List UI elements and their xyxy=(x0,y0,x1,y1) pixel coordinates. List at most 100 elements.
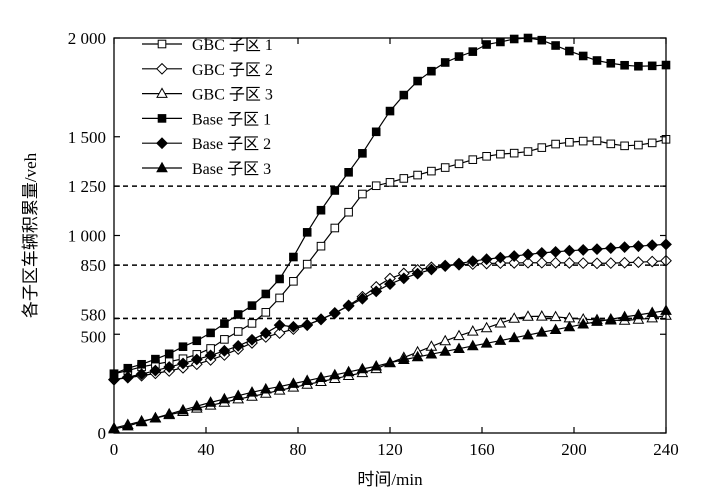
data-point xyxy=(496,149,505,159)
x-tick-label: 200 xyxy=(561,440,587,459)
data-point xyxy=(577,257,590,270)
data-point xyxy=(370,360,383,371)
data-point xyxy=(606,58,616,68)
data-point xyxy=(427,166,436,176)
data-point xyxy=(578,136,588,146)
data-point xyxy=(356,292,369,305)
data-point xyxy=(494,316,507,328)
x-tick-label: 240 xyxy=(653,440,679,459)
legend-label: GBC 子区 2 xyxy=(192,61,273,79)
data-point xyxy=(273,380,286,391)
data-point xyxy=(316,205,326,215)
data-point xyxy=(190,353,203,366)
data-point xyxy=(259,327,272,339)
data-point xyxy=(358,149,367,158)
x-tick-label: 160 xyxy=(469,440,495,459)
data-point xyxy=(330,186,340,195)
data-point xyxy=(466,325,479,336)
legend-marker xyxy=(156,137,168,150)
data-point xyxy=(453,257,465,270)
data-point xyxy=(604,313,617,324)
data-point xyxy=(577,317,590,329)
data-point xyxy=(206,328,215,338)
data-point xyxy=(149,411,162,423)
series-1 xyxy=(109,135,671,379)
data-point xyxy=(647,61,657,71)
data-point xyxy=(577,244,590,256)
series-3 xyxy=(108,309,672,433)
data-point xyxy=(344,207,353,217)
data-point xyxy=(371,127,381,137)
data-point xyxy=(384,356,396,367)
data-point xyxy=(439,260,452,273)
data-point xyxy=(218,392,231,404)
data-point xyxy=(632,308,645,320)
data-point xyxy=(413,170,422,180)
data-point xyxy=(494,334,507,345)
data-point xyxy=(632,240,645,253)
data-point xyxy=(482,40,491,49)
data-point xyxy=(121,371,134,384)
data-point xyxy=(164,349,174,359)
data-point xyxy=(275,293,284,303)
legend-item-2: GBC 子区 2 xyxy=(142,61,273,79)
data-point xyxy=(563,257,576,269)
data-point xyxy=(509,148,519,158)
data-point xyxy=(634,140,643,150)
data-point xyxy=(535,246,548,259)
data-point xyxy=(356,362,369,374)
data-point xyxy=(522,256,534,269)
legend-item-1: GBC 子区 1 xyxy=(142,36,273,54)
legend-marker xyxy=(156,87,168,98)
data-point xyxy=(604,242,617,255)
data-point xyxy=(535,326,548,337)
data-point xyxy=(549,256,562,269)
data-point xyxy=(453,329,465,341)
y-tick-label: 0 xyxy=(98,424,107,443)
data-point xyxy=(454,52,464,61)
legend-marker xyxy=(156,161,168,173)
legend-marker xyxy=(156,62,168,75)
data-point xyxy=(358,189,367,199)
data-point xyxy=(453,342,465,353)
legend-item-6: Base 子区 3 xyxy=(142,160,271,178)
data-point xyxy=(177,357,189,370)
data-point xyxy=(289,252,298,262)
data-point xyxy=(551,41,560,50)
data-point xyxy=(192,336,202,346)
data-point xyxy=(591,257,603,270)
y-tick-label: 1 500 xyxy=(68,128,106,147)
data-point xyxy=(522,248,534,261)
y-tick-label: 580 xyxy=(81,305,107,324)
data-point xyxy=(578,51,588,61)
data-point xyxy=(289,277,298,286)
data-point xyxy=(482,152,491,161)
data-point xyxy=(494,251,507,264)
y-tick-label: 500 xyxy=(81,327,107,346)
data-point xyxy=(397,272,410,285)
data-point xyxy=(646,239,659,252)
data-point xyxy=(563,320,576,332)
data-point xyxy=(178,342,188,351)
y-axis-title: 各子区车辆积累量/veh xyxy=(21,152,40,318)
data-point xyxy=(233,310,243,319)
data-point xyxy=(496,37,505,47)
data-point xyxy=(565,46,574,56)
data-point xyxy=(316,241,326,251)
data-point xyxy=(425,263,438,276)
data-point xyxy=(315,313,327,326)
data-point xyxy=(592,136,602,146)
series-5 xyxy=(108,238,672,386)
data-point xyxy=(301,374,314,385)
data-point xyxy=(121,419,134,431)
data-point xyxy=(563,244,576,257)
y-tick-label: 1 000 xyxy=(68,227,106,246)
data-point xyxy=(549,310,562,322)
data-point xyxy=(535,310,548,321)
data-point xyxy=(137,359,146,369)
data-point xyxy=(523,147,533,156)
data-point xyxy=(620,141,629,151)
data-point xyxy=(632,256,645,269)
data-point xyxy=(232,389,245,400)
